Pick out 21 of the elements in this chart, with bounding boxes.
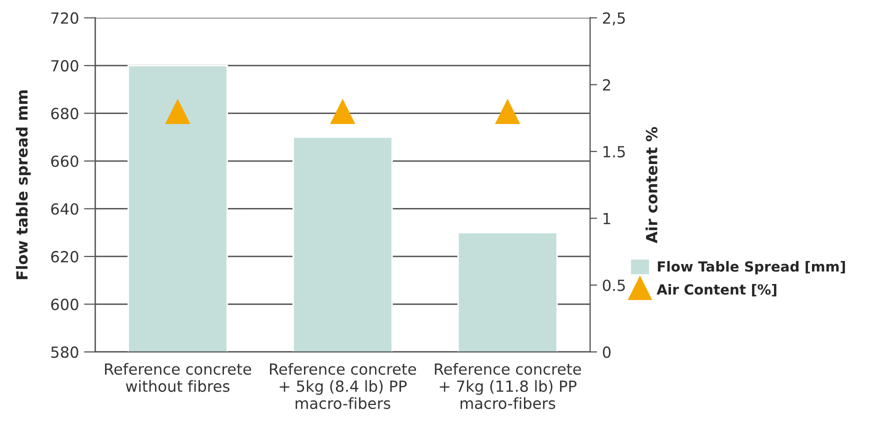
y-tick-label: 580 [51,346,78,358]
y-tick-label: 720 [51,12,78,24]
y2-tick-label: 1.5 [604,146,625,158]
y2-tick-label: 0 [602,346,611,358]
x-tick-label: Reference concrete + 5kg (8.4 lb) PP macro-fibers [270,363,416,410]
y-tick-label: 600 [51,298,78,310]
y-tick-label: 640 [51,203,78,215]
y2-tick-label: 2 [602,79,610,90]
y2-tick-label: 1 [604,212,610,224]
y2-axis-title: Air content % [646,126,658,244]
y-tick-label: 620 [51,250,78,262]
y-tick-label: 680 [51,108,78,120]
legend-label: Flow Table Spread [mm] [658,260,845,274]
x-tick-label: Reference concrete without fibres [105,363,252,392]
y-axis-title: Flow table spread mm [16,90,31,280]
y2-tick-label: 2,5 [602,12,625,26]
y-tick-label: 660 [51,155,78,168]
x-tick-label: Reference concrete + 7kg (11.8 lb) PP macro-fibers [434,363,581,410]
y-tick-label: 700 [51,60,78,72]
legend-label: Air Content [%] [656,284,776,296]
y2-tick-label: 0.5 [602,280,625,292]
